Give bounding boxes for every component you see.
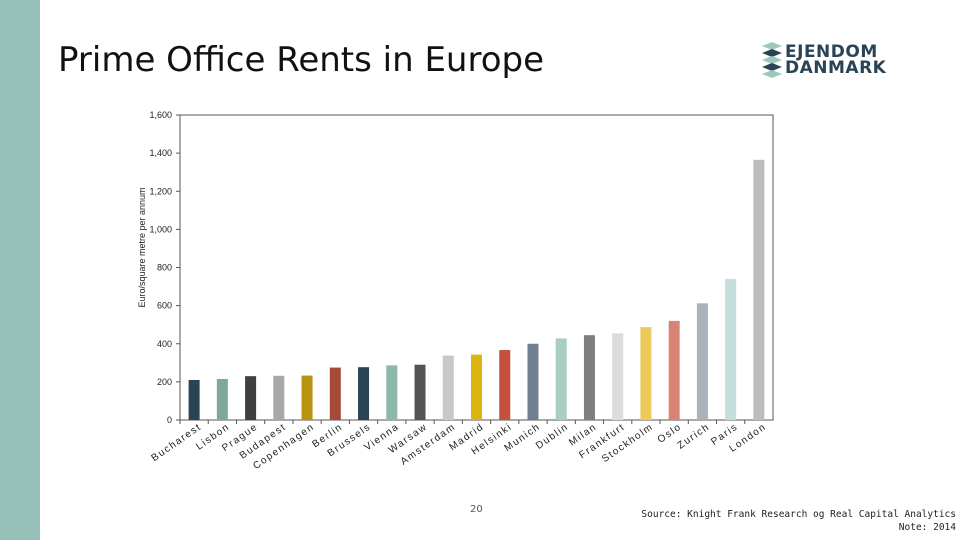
logo-line2: DANMARK xyxy=(785,58,887,78)
y-tick-label: 1,600 xyxy=(149,110,172,120)
bar-brussels xyxy=(358,367,370,420)
bottom-panel xyxy=(40,480,640,540)
source-note: Source: Knight Frank Research og Real Ca… xyxy=(641,508,956,534)
bar-helsinki xyxy=(499,350,511,420)
bar-copenhagen xyxy=(301,375,313,420)
y-tick-label: 800 xyxy=(157,263,172,273)
bar-paris xyxy=(725,278,737,420)
bar-zurich xyxy=(696,303,708,420)
y-tick-label: 1,200 xyxy=(149,186,172,196)
bar-prague xyxy=(245,376,257,420)
y-axis-label: Euro/square metre per annum xyxy=(137,187,147,307)
slide-title: Prime Office Rents in Europe xyxy=(58,40,545,80)
bottom-right-panel xyxy=(640,480,960,540)
x-tick-label-zurich: Zurich xyxy=(676,421,712,451)
logo-line1: EJENDOM xyxy=(785,42,878,62)
page-number: 20 xyxy=(470,504,483,515)
y-tick-label: 200 xyxy=(157,377,172,387)
y-tick-label: 1,400 xyxy=(149,148,172,158)
bar-milan xyxy=(583,335,595,420)
bar-berlin xyxy=(329,367,341,420)
bar-frankfurt xyxy=(612,333,624,420)
bar-stockholm xyxy=(640,327,652,420)
y-tick-label: 0 xyxy=(167,415,172,425)
bar-budapest xyxy=(273,375,285,420)
bar-amsterdam xyxy=(442,355,454,420)
ejendom-danmark-logo-icon xyxy=(762,42,782,78)
bar-lisbon xyxy=(216,379,228,420)
bar-warsaw xyxy=(414,364,426,420)
y-tick-label: 600 xyxy=(157,301,172,311)
bar-munich xyxy=(527,343,539,420)
bar-bucharest xyxy=(188,379,200,420)
bar-london xyxy=(753,159,765,420)
bar-oslo xyxy=(668,320,680,420)
note-text: Note: 2014 xyxy=(898,522,956,533)
y-tick-label: 1,000 xyxy=(149,224,172,234)
y-tick-label: 400 xyxy=(157,339,172,349)
bar-dublin xyxy=(555,338,567,420)
bar-madrid xyxy=(471,354,482,420)
source-text: Source: Knight Frank Research og Real Ca… xyxy=(641,509,956,520)
bar-vienna xyxy=(386,365,398,420)
